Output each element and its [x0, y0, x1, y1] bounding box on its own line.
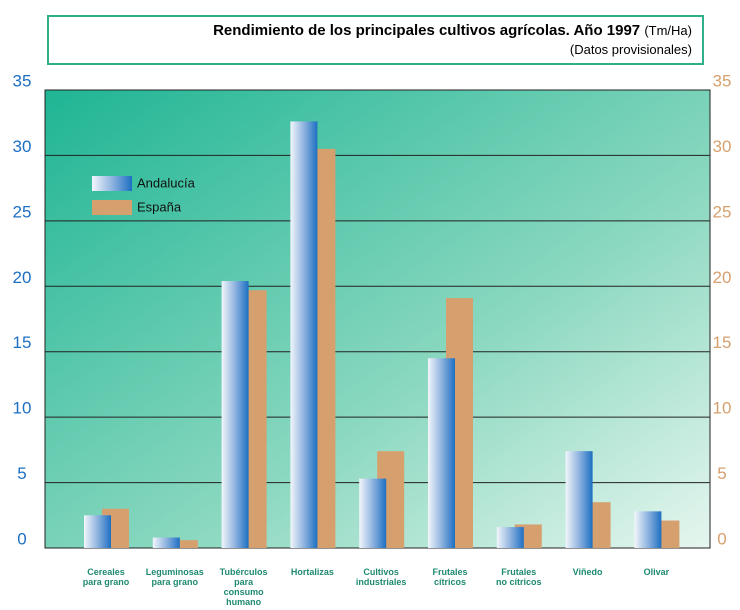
bar	[565, 451, 593, 548]
title-box: Rendimiento de los principales cultivos …	[47, 15, 704, 65]
bar	[634, 511, 662, 548]
bar	[170, 540, 198, 548]
bar	[221, 281, 249, 548]
x-tick-label: Leguminosas para grano	[145, 567, 204, 587]
y-tick-label: 35	[13, 71, 32, 90]
x-tick-label: Olivar	[643, 567, 670, 577]
y2-tick-label: 30	[713, 137, 732, 156]
subtitle: (Datos provisionales)	[569, 42, 692, 57]
x-tick-label: Tubérculos para consumo humano	[219, 567, 268, 607]
x-tick-label: Viñedo	[572, 567, 603, 577]
bar	[428, 358, 455, 548]
y-tick-label: 25	[13, 202, 32, 221]
bar	[84, 515, 111, 548]
legend-label: España	[137, 199, 182, 214]
y-tick-label: 5	[17, 464, 26, 483]
y2-tick-label: 5	[717, 464, 726, 483]
bar	[152, 537, 180, 548]
bar	[496, 527, 524, 548]
y-tick-label: 0	[17, 529, 26, 548]
y2-tick-label: 25	[713, 202, 732, 221]
title-line: Rendimiento de los principales cultivos …	[49, 22, 692, 39]
chart-title: Rendimiento de los principales cultivos …	[213, 22, 641, 39]
y-tick-label: 30	[13, 137, 32, 156]
y2-tick-label: 15	[713, 333, 732, 352]
y2-tick-label: 10	[713, 399, 732, 418]
y-tick-label: 10	[13, 399, 32, 418]
y2-tick-label: 20	[713, 268, 732, 287]
x-tick-label: Hortalizas	[290, 567, 334, 577]
x-tick-label: Frutales cítricos	[432, 567, 468, 587]
legend-swatch	[92, 176, 132, 191]
y-tick-label: 15	[13, 333, 32, 352]
x-tick-label: Cereales para grano	[82, 567, 130, 587]
legend-label: Andalucía	[137, 175, 196, 190]
y2-tick-label: 35	[713, 71, 732, 90]
x-tick-label: Cultivos industriales	[355, 567, 407, 587]
units: (Tm/Ha)	[644, 23, 692, 38]
x-tick-label: Frutales no cítricos	[496, 567, 542, 587]
y2-tick-label: 0	[717, 529, 726, 548]
bar	[290, 121, 318, 549]
bar	[359, 478, 387, 548]
legend-swatch	[92, 200, 132, 215]
y-tick-label: 20	[13, 268, 32, 287]
